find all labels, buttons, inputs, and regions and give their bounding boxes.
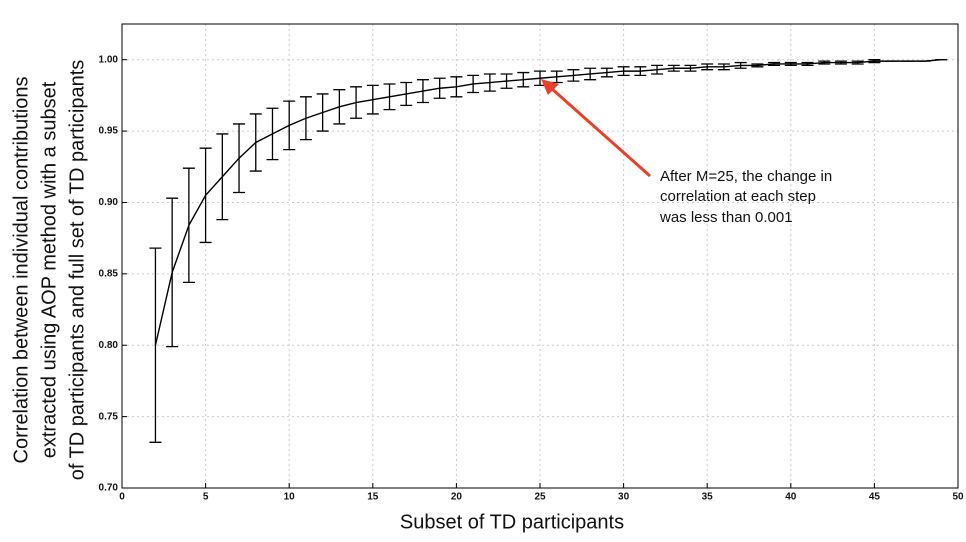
y-axis-label: Correlation between individual contribut… [10, 60, 88, 481]
y-tick-label: 0.90 [99, 197, 119, 208]
x-tick-label: 5 [203, 492, 209, 503]
x-tick-label: 40 [785, 492, 797, 503]
annotation-line: After M=25, the change in [660, 168, 832, 185]
y-axis-label-line: extracted using AOP method with a subset [38, 81, 60, 458]
annotation-arrowhead [541, 79, 559, 95]
error-bar [149, 247, 162, 443]
x-tick-label: 20 [451, 492, 463, 503]
x-tick-label: 15 [367, 492, 379, 503]
x-tick-label: 30 [618, 492, 630, 503]
y-tick-label: 0.85 [99, 268, 119, 279]
plot-frame [121, 23, 959, 489]
annotation: After M=25, the change in correlation at… [659, 168, 832, 226]
y-axis-label-line: of TD participants and full set of TD pa… [66, 60, 88, 481]
x-tick-label: 25 [534, 492, 546, 503]
x-tick-label: 0 [119, 492, 125, 503]
x-tick-label: 50 [952, 492, 964, 503]
x-tick-label: 10 [284, 492, 296, 503]
x-tick-label: 45 [869, 492, 881, 503]
y-tick-label: 0.75 [99, 411, 119, 422]
y-tick-label: 0.70 [99, 483, 119, 494]
x-tick-label: 35 [702, 492, 714, 503]
y-tick-label: 0.95 [99, 126, 119, 137]
x-axis-label: Subset of TD participants [400, 511, 624, 533]
annotation-arrow [550, 86, 651, 178]
y-tick-label: 1.00 [99, 54, 119, 65]
annotation-line: was less than 0.001 [659, 209, 793, 226]
line [154, 58, 942, 346]
annotation-line: correlation at each step [660, 188, 816, 205]
y-tick-label: 0.80 [99, 340, 119, 351]
y-axis-label-line: Correlation between individual contribut… [10, 77, 32, 464]
